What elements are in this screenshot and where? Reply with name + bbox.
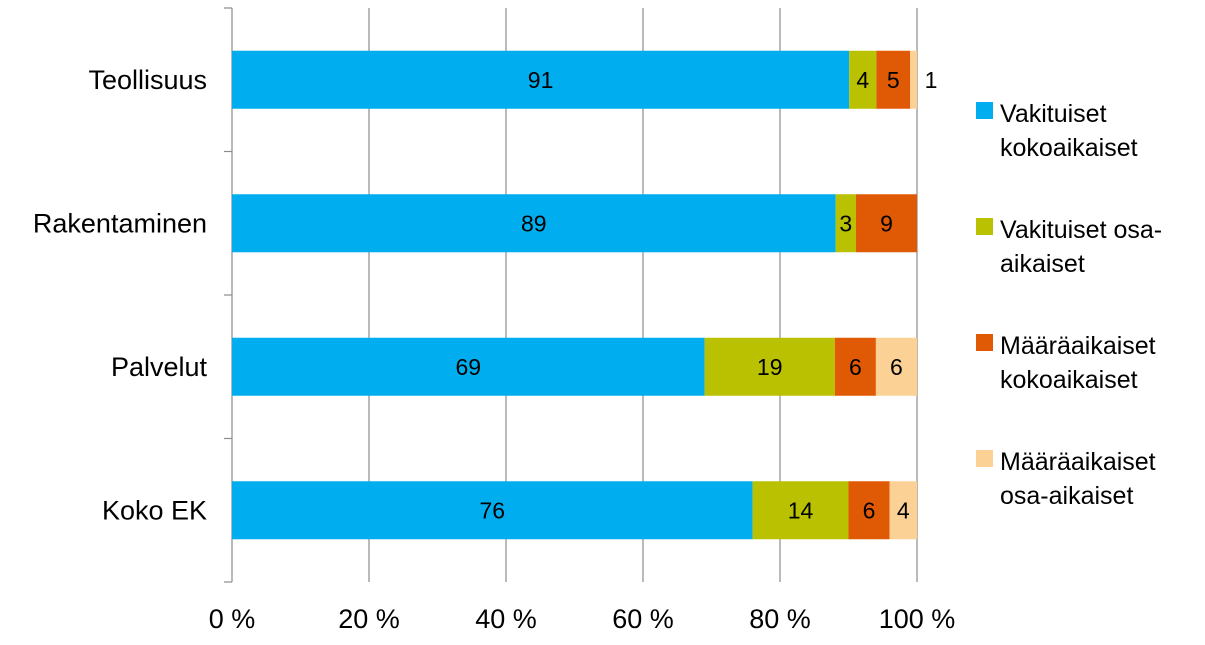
data-label: 1 bbox=[925, 67, 938, 93]
data-labels: 91 4 5 189 3 969 19 6 676 14 6 4 bbox=[456, 67, 938, 524]
bar-segment bbox=[834, 337, 876, 396]
data-label: 19 bbox=[757, 354, 783, 380]
bar-segment bbox=[232, 50, 850, 109]
legend-label: Vakituiset osa- bbox=[1000, 216, 1162, 244]
x-tick-label: 20 % bbox=[338, 604, 400, 634]
x-tick-label: 60 % bbox=[612, 604, 674, 634]
x-tick-labels: 0 % 20 % 40 % 60 % 80 % 100 % bbox=[209, 604, 956, 634]
bar-segment bbox=[876, 50, 911, 109]
legend-label: Vakituiset bbox=[1000, 100, 1107, 128]
bar-segment bbox=[232, 194, 836, 253]
legend-label: osa-aikaiset bbox=[1000, 482, 1133, 510]
legend-swatch bbox=[976, 102, 993, 119]
legend-swatch bbox=[976, 334, 993, 351]
data-label: 91 bbox=[528, 67, 554, 93]
legend-label: kokoaikaiset bbox=[1000, 134, 1138, 162]
legend-label: kokoaikaiset bbox=[1000, 366, 1138, 394]
category-label: Koko EK bbox=[102, 495, 207, 525]
bar-segment bbox=[889, 481, 917, 540]
data-label: 4 bbox=[897, 497, 910, 523]
bar-segment bbox=[232, 481, 753, 540]
category-label: Teollisuus bbox=[88, 65, 207, 95]
bar-segment bbox=[849, 50, 877, 109]
data-label: 14 bbox=[788, 497, 814, 523]
bar-segment bbox=[855, 194, 917, 253]
legend-swatch bbox=[976, 450, 993, 467]
data-label: 3 bbox=[839, 210, 852, 236]
bar-segments bbox=[232, 50, 917, 540]
bar-segment bbox=[910, 50, 917, 109]
legend-label: Määräaikaiset bbox=[1000, 448, 1156, 476]
bar-segment bbox=[752, 481, 849, 540]
bar-segment bbox=[875, 337, 917, 396]
x-tick-label: 0 % bbox=[209, 604, 256, 634]
category-axis bbox=[224, 7, 233, 583]
legend: Vakituiset kokoaikaiset Vakituiset osa-aik… bbox=[976, 100, 1162, 510]
bar-segment bbox=[848, 481, 890, 540]
legend-label: aikaiset bbox=[1000, 250, 1085, 278]
data-label: 9 bbox=[880, 210, 893, 236]
category-labels: Teollisuus Rakentaminen Palvelut Koko EK bbox=[33, 65, 208, 526]
bar-segment bbox=[835, 194, 856, 253]
legend-label: Määräaikaiset bbox=[1000, 332, 1156, 360]
x-tick-label: 40 % bbox=[475, 604, 537, 634]
data-label: 89 bbox=[521, 210, 547, 236]
category-label: Rakentaminen bbox=[33, 208, 207, 238]
data-label: 6 bbox=[863, 497, 876, 523]
data-label: 5 bbox=[887, 67, 900, 93]
data-label: 76 bbox=[480, 497, 506, 523]
bar-segment bbox=[704, 337, 835, 396]
data-label: 4 bbox=[856, 67, 869, 93]
legend-swatch bbox=[976, 218, 993, 235]
x-tick-label: 80 % bbox=[749, 604, 811, 634]
data-label: 69 bbox=[456, 354, 482, 380]
data-label: 6 bbox=[849, 354, 862, 380]
bar-segment bbox=[232, 337, 705, 396]
category-label: Palvelut bbox=[111, 352, 208, 382]
data-label: 6 bbox=[890, 354, 903, 380]
x-tick-label: 100 % bbox=[879, 604, 956, 634]
